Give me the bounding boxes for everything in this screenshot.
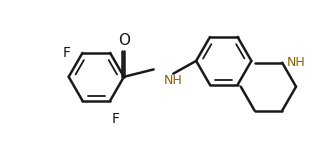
Text: F: F xyxy=(63,46,71,60)
Text: F: F xyxy=(112,112,119,126)
Text: O: O xyxy=(118,33,130,48)
Text: NH: NH xyxy=(287,56,305,69)
Text: NH: NH xyxy=(164,74,182,87)
